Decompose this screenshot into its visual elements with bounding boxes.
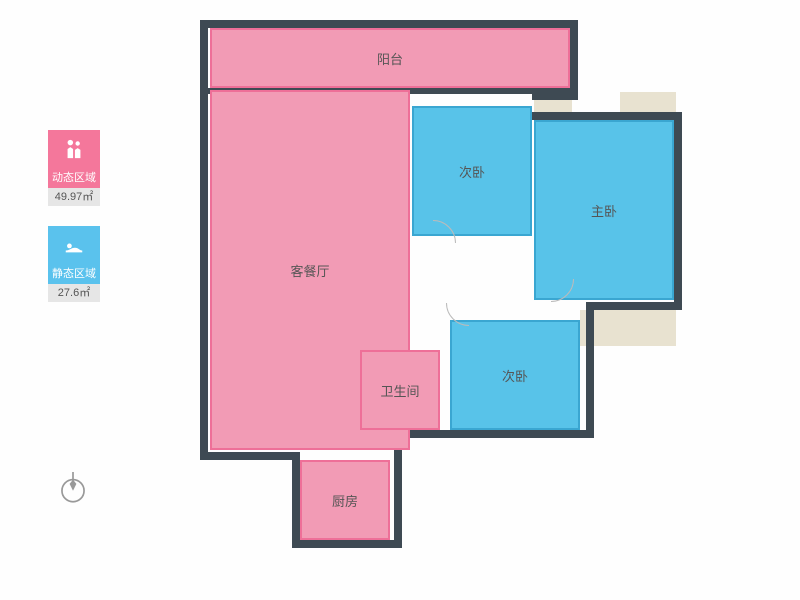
room-label-bed2a: 次卧 (459, 162, 485, 181)
wall-segment (586, 302, 682, 310)
sleep-icon (63, 234, 85, 256)
room-bed2b: 次卧 (450, 320, 580, 430)
wall-segment (200, 20, 578, 28)
legend-static-value: 27.6㎡ (48, 284, 100, 302)
room-balcony: 阳台 (210, 28, 570, 88)
room-bed2a: 次卧 (412, 106, 532, 236)
legend-dynamic-swatch (48, 130, 100, 168)
wall-segment (292, 540, 402, 548)
legend: 动态区域 49.97㎡ 静态区域 27.6㎡ (48, 130, 108, 322)
people-icon (63, 138, 85, 160)
room-kitchen: 厨房 (300, 460, 390, 540)
wall-segment (674, 112, 682, 310)
room-label-bath: 卫生间 (380, 381, 419, 400)
wall-segment (292, 452, 300, 548)
legend-dynamic-value: 49.97㎡ (48, 188, 100, 206)
room-label-bed2b: 次卧 (502, 366, 528, 385)
room-label-kitchen: 厨房 (332, 491, 358, 510)
floor-plan: 阳台客餐厅次卧主卧次卧卫生间厨房 (200, 20, 690, 575)
legend-static-swatch (48, 226, 100, 264)
legend-static: 静态区域 27.6㎡ (48, 226, 100, 302)
wall-segment (586, 310, 594, 438)
outside-pad (580, 310, 676, 346)
legend-dynamic: 动态区域 49.97㎡ (48, 130, 100, 206)
room-bath: 卫生间 (360, 350, 440, 430)
outside-pad (620, 92, 676, 114)
room-label-master: 主卧 (591, 201, 617, 220)
legend-dynamic-title: 动态区域 (48, 168, 100, 188)
compass-icon (56, 472, 90, 506)
legend-static-title: 静态区域 (48, 264, 100, 284)
room-label-living: 客餐厅 (290, 261, 329, 280)
wall-segment (394, 430, 594, 438)
wall-segment (200, 452, 300, 460)
room-label-balcony: 阳台 (377, 49, 403, 68)
wall-segment (532, 112, 682, 120)
wall-segment (200, 20, 208, 460)
room-master: 主卧 (534, 120, 674, 300)
